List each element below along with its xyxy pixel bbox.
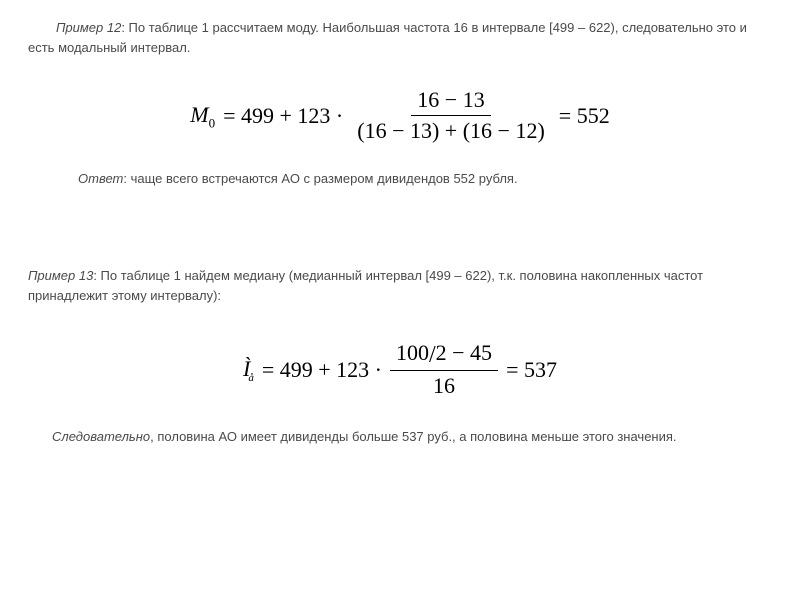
example-12-paragraph: Пример 12: По таблице 1 рассчитаем моду.… [28,18,772,57]
formula-mode-fraction: 16 − 13 (16 − 13) + (16 − 12) [351,87,551,145]
example-13-label: Пример 13 [28,268,93,283]
formula-mode-wrap: M0 = 499 + 123 · 16 − 13 (16 − 13) + (16… [28,87,772,145]
formula-median-wrap: Ìå = 499 + 123 · 100/2 − 45 16 = 537 [28,339,772,399]
formula-median-symbol: Ìå [243,352,254,387]
formula-mode-denominator: (16 − 13) + (16 − 12) [351,116,551,144]
conclusion-block: Следовательно, половина АО имеет дивиден… [28,427,772,447]
example-13-text: : По таблице 1 найдем медиану (медианный… [28,268,703,303]
formula-median-eq2: = 537 [506,353,557,386]
formula-median-eq1: = 499 + 123 · [262,353,382,386]
conclusion-text: , половина АО имеет дивиденды больше 537… [150,429,676,444]
formula-median: Ìå = 499 + 123 · 100/2 − 45 16 = 537 [243,339,557,399]
section-gap [28,196,772,266]
answer-12-block: Ответ: чаще всего встречаются АО с разме… [28,169,772,189]
answer-12-text: : чаще всего встречаются АО с размером д… [123,171,517,186]
formula-mode: M0 = 499 + 123 · 16 − 13 (16 − 13) + (16… [190,87,609,145]
example-12-label: Пример 12 [56,20,121,35]
formula-mode-symbol: M0 [190,98,215,133]
example-13-paragraph: Пример 13: По таблице 1 найдем медиану (… [28,266,772,305]
formula-mode-eq2: = 552 [559,99,610,132]
example-12-text: : По таблице 1 рассчитаем моду. Наибольш… [28,20,747,55]
formula-median-numerator: 100/2 − 45 [390,339,498,371]
formula-median-denominator: 16 [427,371,461,399]
conclusion-label: Следовательно [52,429,150,444]
formula-mode-eq1: = 499 + 123 · [223,99,343,132]
formula-median-fraction: 100/2 − 45 16 [390,339,498,399]
formula-mode-numerator: 16 − 13 [411,87,490,116]
answer-12-label: Ответ [78,171,123,186]
